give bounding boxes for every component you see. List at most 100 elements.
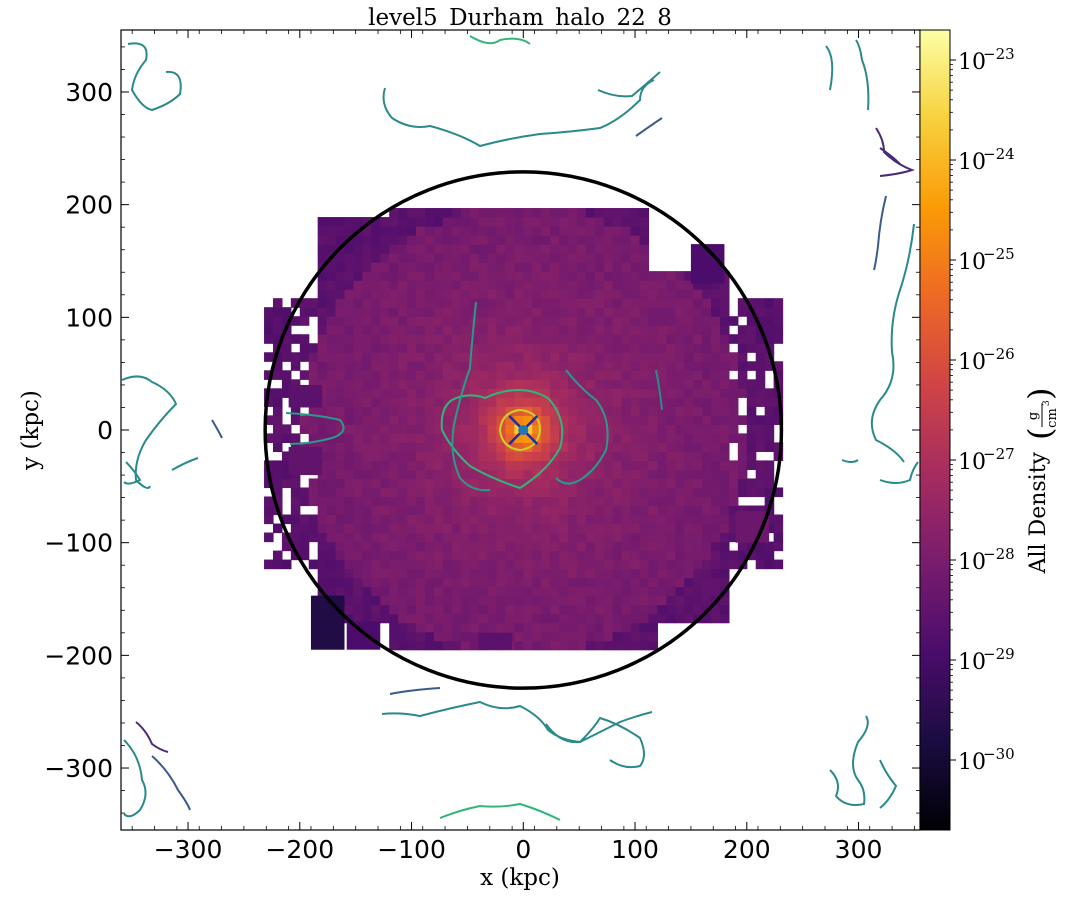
- density-cell: [675, 343, 685, 353]
- contour-bottom-right: [829, 715, 869, 806]
- density-cell: [702, 550, 712, 561]
- density-cell: [505, 478, 515, 489]
- density-cell: [541, 532, 551, 543]
- density-cell: [469, 415, 480, 425]
- density-cell: [550, 595, 560, 606]
- density-cell: [612, 271, 623, 281]
- density-cell: [442, 370, 453, 380]
- x-tick-label: 0: [515, 835, 531, 864]
- density-cell: [702, 370, 712, 380]
- density-cell: [657, 496, 667, 507]
- density-cell: [621, 406, 632, 416]
- density-cell: [541, 595, 551, 606]
- density-cell: [335, 289, 346, 299]
- colorbar-tick-label: 10: [958, 50, 986, 75]
- density-cell: [559, 280, 569, 290]
- density-cell: [272, 307, 283, 317]
- density-cell: [344, 289, 355, 299]
- density-cell: [559, 379, 569, 389]
- density-cell: [496, 577, 507, 588]
- density-cell: [576, 217, 587, 227]
- density-cell: [639, 271, 650, 281]
- density-cell: [264, 397, 274, 407]
- density-cell: [424, 208, 435, 218]
- density-cell: [523, 352, 533, 362]
- density-cell: [424, 631, 435, 642]
- density-cell: [559, 370, 569, 380]
- density-cell: [433, 316, 444, 326]
- density-cell: [317, 415, 328, 425]
- density-cell: [380, 235, 390, 245]
- density-cell: [317, 460, 328, 471]
- density-cell: [630, 613, 641, 624]
- density-cell: [487, 370, 498, 380]
- density-cell: [398, 442, 408, 453]
- density-cell: [326, 586, 337, 597]
- density-cell: [666, 595, 676, 606]
- density-cell: [478, 478, 489, 489]
- density-cell: [746, 478, 757, 489]
- density-cell: [648, 379, 658, 389]
- density-cell: [594, 496, 605, 507]
- density-cell: [478, 541, 489, 552]
- density-cell: [371, 370, 381, 380]
- density-cell: [478, 352, 489, 362]
- density-cell: [648, 388, 658, 398]
- density-cell: [335, 298, 346, 308]
- density-cell: [353, 550, 363, 561]
- density-cell: [639, 433, 650, 443]
- contour-right-purple-b: [879, 147, 901, 165]
- density-cell: [550, 325, 560, 335]
- density-cell: [424, 253, 435, 263]
- density-cell: [550, 424, 560, 434]
- density-cell: [576, 235, 587, 245]
- density-cell: [737, 343, 748, 353]
- density-cell: [603, 388, 614, 398]
- density-cell: [451, 478, 462, 489]
- density-cell: [326, 514, 337, 525]
- density-cell: [648, 289, 658, 299]
- density-cell: [576, 478, 587, 489]
- density-cell: [576, 577, 587, 588]
- density-cell: [407, 568, 417, 579]
- density-cell: [451, 208, 462, 218]
- density-cell: [541, 541, 551, 552]
- density-cell: [288, 446, 323, 476]
- density-cell: [424, 280, 435, 290]
- density-cell: [567, 433, 578, 443]
- density-cell: [326, 217, 337, 227]
- density-cell: [567, 532, 578, 543]
- density-cell: [684, 505, 694, 516]
- density-cell: [603, 622, 614, 633]
- density-cell: [541, 514, 551, 525]
- density-cell: [335, 343, 346, 353]
- density-cell: [335, 496, 346, 507]
- density-cell: [567, 406, 578, 416]
- density-cell: [737, 433, 748, 443]
- density-cell: [451, 325, 462, 335]
- density-cell: [478, 361, 489, 371]
- density-cell: [353, 424, 363, 434]
- density-cell: [398, 289, 408, 299]
- density-cell: [648, 559, 658, 570]
- density-cell: [630, 280, 641, 290]
- density-cell: [353, 235, 363, 245]
- density-cell: [442, 478, 453, 489]
- density-cell: [326, 496, 337, 507]
- density-cell: [693, 487, 703, 498]
- density-cell: [567, 487, 578, 498]
- density-cell: [648, 541, 658, 552]
- density-cell: [737, 379, 748, 389]
- density-cell: [585, 622, 596, 633]
- density-cell: [398, 352, 408, 362]
- density-cell: [639, 514, 650, 525]
- density-cell: [630, 505, 641, 516]
- density-cell: [728, 406, 739, 416]
- density-cell: [764, 325, 775, 335]
- density-cell: [424, 415, 435, 425]
- density-cell: [666, 388, 676, 398]
- density-cell: [380, 613, 390, 624]
- density-cell: [353, 262, 363, 272]
- density-cell: [550, 613, 560, 624]
- density-cell: [290, 541, 301, 552]
